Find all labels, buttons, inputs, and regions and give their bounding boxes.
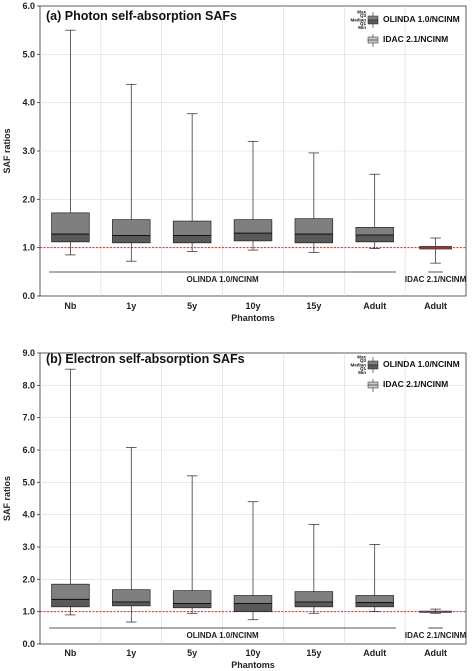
x-tick-label: 15y bbox=[306, 301, 321, 311]
legend-entry-idac: IDAC 2.1/NCINM bbox=[383, 34, 448, 44]
box-idac bbox=[419, 245, 452, 250]
y-tick-label: 5.0 bbox=[22, 477, 35, 487]
box-upper bbox=[51, 583, 90, 600]
y-tick-label: 6.0 bbox=[22, 445, 35, 455]
panel-a: 0.0 1.0 2.0 3.0 4.0 5.0 6.0 Nb 1y 5y 10y 15y Adult Ad… bbox=[2, 1, 467, 323]
y-tick-label: 3.0 bbox=[22, 542, 35, 552]
x-axis-title: Phantoms bbox=[231, 313, 275, 323]
x-tick-label: 10y bbox=[245, 301, 260, 311]
box-upper bbox=[355, 227, 394, 236]
legend-box-upper bbox=[367, 15, 379, 21]
x-axis-title: Phantoms bbox=[231, 660, 275, 670]
legend-box-lower bbox=[367, 364, 379, 370]
box-upper bbox=[355, 595, 394, 603]
y-tick-label: 7.0 bbox=[22, 413, 35, 423]
legend-stat-label: Q1 bbox=[360, 366, 367, 371]
legend-entry-olinda: OLINDA 1.0/NCINM bbox=[383, 359, 460, 369]
y-tick-label: 0.0 bbox=[22, 639, 35, 649]
x-tick-label: 1y bbox=[126, 301, 136, 311]
x-tick-label: 1y bbox=[126, 648, 136, 658]
legend-stat-label: Q1 bbox=[360, 21, 367, 26]
y-tick-label: 5.0 bbox=[22, 49, 35, 59]
box-lower bbox=[294, 601, 334, 608]
y-tick-label: 2.0 bbox=[22, 574, 35, 584]
x-tick-label: Adult bbox=[363, 301, 386, 311]
box-upper bbox=[233, 595, 273, 604]
legend-entry-idac: IDAC 2.1/NCINM bbox=[383, 379, 448, 389]
x-tick-label: Adult bbox=[363, 648, 386, 658]
box-lower bbox=[355, 234, 394, 243]
box-lower bbox=[51, 233, 90, 243]
y-tick-label: 6.0 bbox=[22, 1, 35, 11]
legend-stat-label: Median bbox=[350, 363, 366, 368]
y-axis-title: SAF ratios bbox=[2, 476, 12, 521]
box-upper bbox=[112, 589, 151, 603]
box-lower bbox=[51, 599, 90, 608]
legend-entry-olinda: OLINDA 1.0/NCINM bbox=[383, 14, 460, 24]
legend-box-upper bbox=[367, 360, 379, 366]
box-lower bbox=[233, 603, 273, 613]
x-tick-label: 10y bbox=[245, 648, 260, 658]
group-label: OLINDA 1.0/NCINM bbox=[186, 631, 258, 640]
y-tick-label: 8.0 bbox=[22, 380, 35, 390]
y-tick-label: 3.0 bbox=[22, 146, 35, 156]
legend-stat-label: Max bbox=[357, 355, 366, 360]
group-label: OLINDA 1.0/NCINM bbox=[186, 275, 258, 284]
group-label: IDAC 2.1/NCINM bbox=[405, 275, 467, 284]
legend-stat-label: Max bbox=[357, 10, 366, 15]
x-tick-label: 5y bbox=[187, 301, 197, 311]
x-tick-label: Nb bbox=[64, 648, 76, 658]
x-tick-label: 15y bbox=[306, 648, 321, 658]
box-upper bbox=[172, 590, 212, 604]
legend-stat-label: Min bbox=[358, 370, 366, 375]
y-tick-label: 9.0 bbox=[22, 348, 35, 358]
legend-box-lower bbox=[367, 19, 379, 25]
panel-title: (a) Photon self-absorption SAFs bbox=[46, 9, 237, 23]
box-upper bbox=[112, 219, 151, 236]
x-tick-label: Adult bbox=[424, 648, 447, 658]
box-upper bbox=[294, 591, 334, 603]
legend-stat-label: Q3 bbox=[360, 13, 367, 18]
x-tick-label: 5y bbox=[187, 648, 197, 658]
panel-title: (b) Electron self-absorption SAFs bbox=[46, 352, 245, 366]
x-tick-label: Adult bbox=[424, 301, 447, 311]
box-lower bbox=[112, 235, 151, 244]
box-upper bbox=[233, 219, 273, 234]
box-upper bbox=[51, 212, 90, 235]
legend-stat-label: Q3 bbox=[360, 358, 367, 363]
y-tick-label: 0.0 bbox=[22, 291, 35, 301]
y-tick-label: 1.0 bbox=[22, 243, 35, 253]
box-idac bbox=[419, 610, 452, 613]
box-lower bbox=[294, 233, 334, 244]
x-tick-label: Nb bbox=[64, 301, 76, 311]
legend-stat-label: Min bbox=[358, 25, 366, 30]
y-tick-label: 2.0 bbox=[22, 194, 35, 204]
box-lower bbox=[112, 601, 151, 607]
box-lower bbox=[233, 232, 273, 242]
y-axis-title: SAF ratios bbox=[2, 128, 12, 173]
legend-stat-label: Median bbox=[350, 18, 366, 23]
box-lower bbox=[355, 602, 394, 608]
box-lower bbox=[172, 235, 212, 244]
y-tick-label: 4.0 bbox=[22, 98, 35, 108]
y-tick-label: 1.0 bbox=[22, 607, 35, 617]
group-label: IDAC 2.1/NCINM bbox=[405, 631, 467, 640]
box-lower bbox=[172, 603, 212, 609]
panel-b: 0.0 1.0 2.0 3.0 4.0 5.0 6.0 7.0 8.0 9.0 Nb 1y 5y 10y 1… bbox=[2, 348, 467, 670]
box-upper bbox=[172, 220, 212, 236]
box-upper bbox=[294, 218, 334, 235]
y-tick-label: 4.0 bbox=[22, 510, 35, 520]
